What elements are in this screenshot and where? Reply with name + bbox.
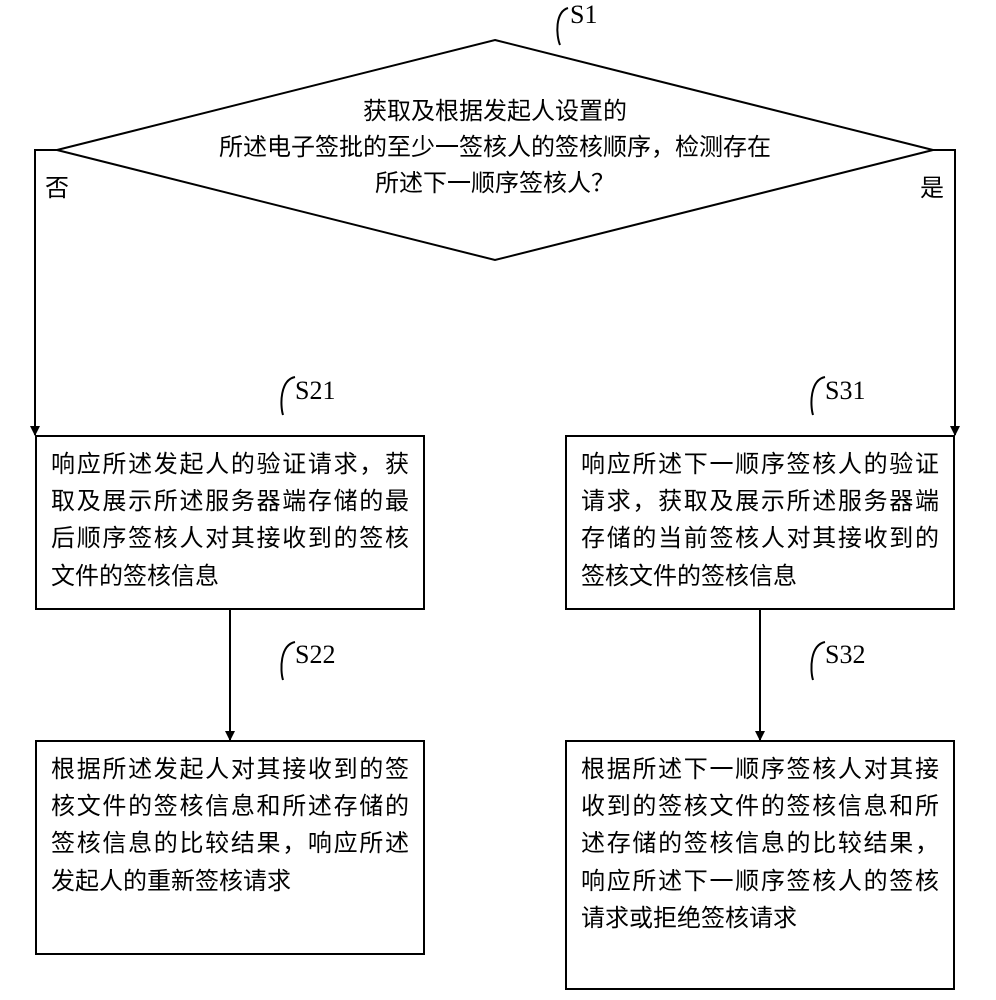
- process-node-s32: 根据所述下一顺序签核人对其接收到的签核文件的签核信息和所述存储的签核信息的比较结…: [565, 740, 955, 990]
- edge-label-yes: 是: [920, 168, 944, 203]
- decision-node-text: 获取及根据发起人设置的 所述电子签批的至少一签核人的签核顺序，检测存在 所述下一…: [185, 94, 805, 202]
- step-label-s22: S22: [295, 640, 335, 670]
- process-node-s31: 响应所述下一顺序签核人的验证请求，获取及展示所述服务器端存储的当前签核人对其接收…: [565, 435, 955, 610]
- process-node-s21: 响应所述发起人的验证请求，获取及展示所述服务器端存储的最后顺序签核人对其接收到的…: [35, 435, 425, 610]
- step-label-s21: S21: [295, 376, 335, 406]
- edge-label-no: 否: [45, 168, 69, 203]
- flowchart-canvas: 获取及根据发起人设置的 所述电子签批的至少一签核人的签核顺序，检测存在 所述下一…: [0, 0, 996, 1000]
- step-label-s31: S31: [825, 376, 865, 406]
- step-label-s32: S32: [825, 640, 865, 670]
- step-label-s1: S1: [570, 0, 597, 30]
- process-node-s22: 根据所述发起人对其接收到的签核文件的签核信息和所述存储的签核信息的比较结果，响应…: [35, 740, 425, 955]
